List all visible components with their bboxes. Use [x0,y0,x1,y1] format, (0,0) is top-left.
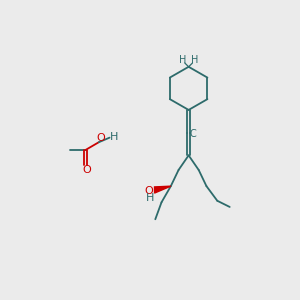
Text: H: H [191,55,199,65]
Text: O: O [96,134,105,143]
Text: H: H [179,55,186,65]
Text: H: H [110,132,118,142]
Text: O: O [82,165,91,175]
Text: H: H [146,193,154,203]
Text: C: C [190,129,197,139]
Text: O: O [145,186,154,196]
Polygon shape [154,186,171,193]
